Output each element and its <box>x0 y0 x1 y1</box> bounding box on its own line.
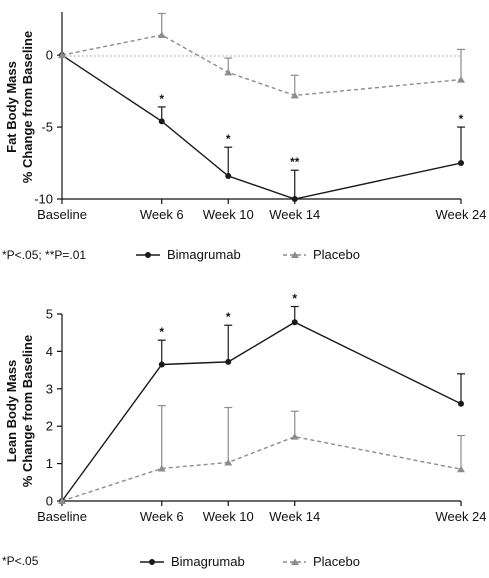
y-axis-ticks: 0 -5 -10 <box>34 48 62 207</box>
placebo-data-point <box>224 458 233 466</box>
significance-marker: * <box>292 292 297 306</box>
x-tick-label: Week 14 <box>269 509 320 524</box>
placebo-series-line <box>61 34 462 97</box>
bimagrumab-data-point <box>158 361 165 368</box>
chart-lean-body-mass: Lean Body Mass % Change from Baseline 0 1… <box>2 292 487 569</box>
placebo-data-point <box>157 31 166 39</box>
legend-bimagrumab-label: Bimagrumab <box>167 247 241 262</box>
significance-marker: ** <box>290 155 300 169</box>
legend-bimagrumab-marker <box>149 559 155 565</box>
x-tick-label: Week 10 <box>203 509 254 524</box>
x-axis-ticks: Baseline Week 6 Week 10 Week 14 Week 24 <box>37 199 487 222</box>
legend: Bimagrumab Placebo <box>140 554 360 569</box>
legend-placebo-marker <box>291 251 299 258</box>
x-tick-label: Week 10 <box>203 207 254 222</box>
bimagrumab-data-point <box>291 196 298 202</box>
legend-bimagrumab-label: Bimagrumab <box>171 554 245 569</box>
placebo-data-point <box>58 497 66 504</box>
placebo-data-point <box>457 465 465 473</box>
y-tick-label: 4 <box>46 344 53 359</box>
footnote: *P<.05; **P=.01 <box>2 248 86 262</box>
y-tick-label: 0 <box>46 494 53 509</box>
bimagrumab-data-point <box>225 172 232 179</box>
y-axis-label-line1: Lean Body Mass <box>4 360 19 463</box>
y-tick-label: 1 <box>46 456 53 471</box>
x-tick-label: Week 24 <box>435 509 486 524</box>
y-axis-ticks: 0 1 2 3 4 5 <box>46 307 62 509</box>
x-axis-ticks: Baseline Week 6 Week 10 Week 14 Week 24 <box>37 501 487 524</box>
y-axis-label-line1: Fat Body Mass <box>4 61 19 153</box>
placebo-data-point <box>290 91 299 99</box>
placebo-data-point <box>457 76 465 83</box>
chart-fat-body-mass: Fat Body Mass % Change from Baseline 0 -5… <box>2 12 487 262</box>
y-axis-label-line2: % Change from Baseline <box>20 31 35 183</box>
legend-placebo-label: Placebo <box>313 247 360 262</box>
y-axis-label-line2: % Change from Baseline <box>20 335 35 487</box>
footnote: *P<.05 <box>2 554 39 568</box>
legend: Bimagrumab Placebo <box>136 247 360 262</box>
y-tick-label: 2 <box>46 419 53 434</box>
bimagrumab-data-point <box>458 160 464 167</box>
x-tick-label: Week 24 <box>435 207 486 222</box>
placebo-series-line <box>61 435 462 502</box>
plot-marks: ***** <box>58 12 465 202</box>
x-tick-label: Week 14 <box>269 207 320 222</box>
bimagrumab-series-line <box>61 54 462 200</box>
placebo-data-point <box>224 68 233 76</box>
placebo-data-point <box>290 433 299 440</box>
significance-marker: * <box>226 132 231 146</box>
bimagrumab-data-point <box>158 118 165 125</box>
x-tick-label: Week 6 <box>140 509 184 524</box>
x-tick-label: Week 6 <box>140 207 184 222</box>
placebo-data-point <box>157 464 166 472</box>
y-tick-label: 0 <box>46 48 53 63</box>
legend-placebo-marker <box>291 558 299 565</box>
bimagrumab-series-line <box>61 321 462 502</box>
significance-marker: * <box>159 92 164 106</box>
y-tick-label: 5 <box>46 307 53 322</box>
significance-marker: * <box>226 310 231 324</box>
bimagrumab-data-point <box>291 319 298 326</box>
bimagrumab-data-point <box>225 358 232 365</box>
significance-marker: * <box>159 325 164 339</box>
legend-bimagrumab-marker <box>145 252 151 258</box>
y-tick-label: -5 <box>41 120 53 135</box>
placebo-data-point <box>58 51 66 59</box>
significance-marker: * <box>459 112 464 126</box>
y-tick-label: 3 <box>46 381 53 396</box>
x-tick-label: Baseline <box>37 509 87 524</box>
plot-marks: * * * <box>58 292 465 504</box>
legend-placebo-label: Placebo <box>313 554 360 569</box>
y-tick-label: -10 <box>34 192 53 207</box>
bimagrumab-data-point <box>458 400 464 407</box>
x-tick-label: Baseline <box>37 207 87 222</box>
